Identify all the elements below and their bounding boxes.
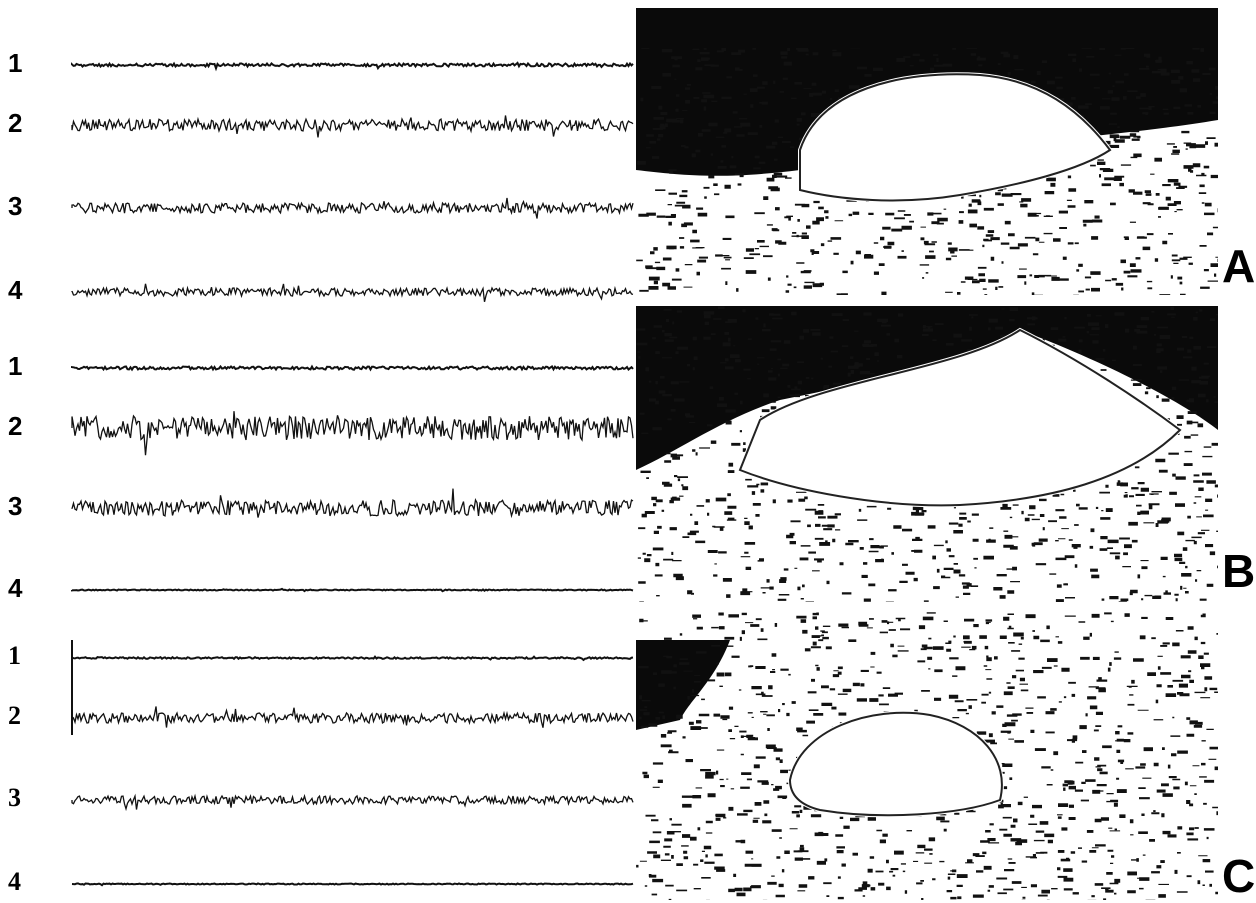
photo xyxy=(636,8,1225,298)
signal-trace xyxy=(72,198,633,219)
channel-label: 1 xyxy=(8,641,21,670)
channel-label: 3 xyxy=(8,191,22,221)
panel-letter: A xyxy=(1222,240,1255,292)
channel-label: 2 xyxy=(8,411,22,441)
photos xyxy=(636,8,1227,903)
photo xyxy=(636,612,1226,903)
figure: A 1 2 3 4 B 1 2 3 4 C 1 2 3 4 xyxy=(0,0,1256,903)
channel-label: 1 xyxy=(8,48,22,78)
channel-label: 4 xyxy=(8,275,23,305)
signal-trace xyxy=(72,63,633,68)
photo xyxy=(636,306,1227,606)
channel-label: 3 xyxy=(8,491,22,521)
signal-trace xyxy=(72,411,633,455)
channel-label: 2 xyxy=(8,701,21,730)
photo-dark-area xyxy=(636,8,1218,48)
channel-label: 3 xyxy=(8,783,21,812)
signal-trace xyxy=(72,489,633,518)
panel-letter: C xyxy=(1222,850,1255,902)
channel-label: 1 xyxy=(8,351,22,381)
signal-trace xyxy=(72,589,633,591)
channel-label: 2 xyxy=(8,108,22,138)
traces xyxy=(72,63,633,885)
channel-label: 4 xyxy=(8,867,21,896)
signal-trace xyxy=(72,116,633,138)
signal-trace xyxy=(72,707,633,728)
signal-trace xyxy=(72,367,633,370)
panel-letter: B xyxy=(1222,545,1255,597)
signal-trace xyxy=(72,657,633,660)
signal-trace xyxy=(72,284,633,302)
signal-trace xyxy=(72,796,633,810)
channel-label: 4 xyxy=(8,573,23,603)
signal-trace xyxy=(72,883,633,885)
